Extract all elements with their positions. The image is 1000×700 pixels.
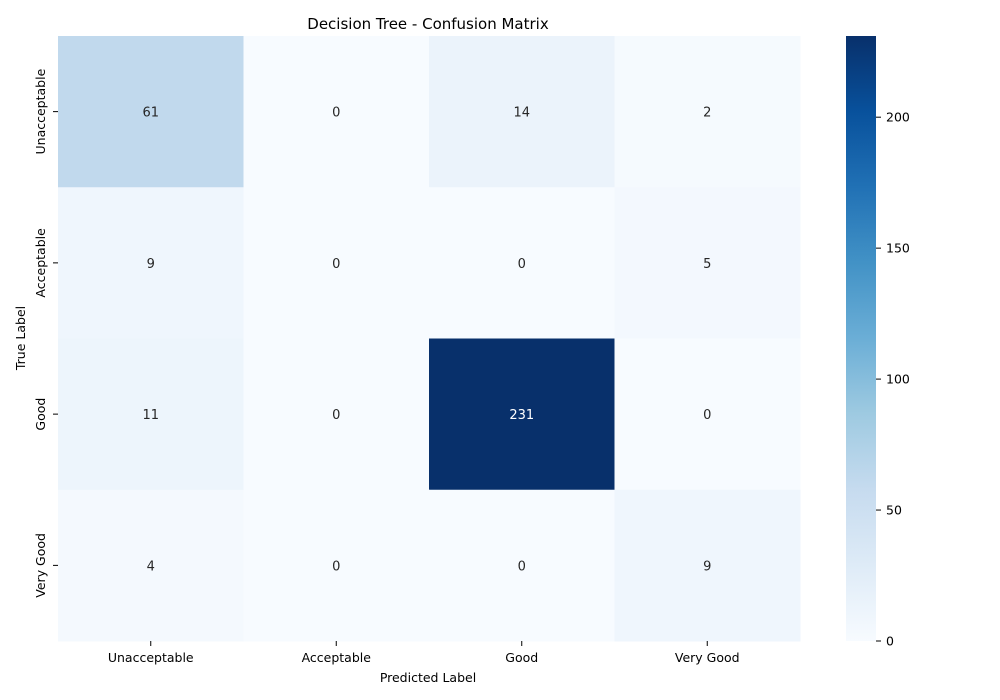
heatmap-cell <box>58 36 244 188</box>
x-axis-label: Predicted Label <box>380 670 476 685</box>
cell-value-label: 61 <box>142 106 159 121</box>
heatmap-cell <box>614 338 801 491</box>
colorbar-tick-label: 50 <box>886 503 902 518</box>
heatmap-cell <box>429 36 615 188</box>
cell-value-label: 0 <box>332 106 340 121</box>
cell-value-label: 0 <box>703 408 711 423</box>
heatmap-cell <box>614 187 801 339</box>
x-tick-label: Acceptable <box>302 650 372 665</box>
cell-value-label: 11 <box>142 408 159 423</box>
colorbar-fill <box>846 36 876 641</box>
cell-value-label: 2 <box>703 106 711 121</box>
cell-value-label: 0 <box>518 559 526 574</box>
cell-value-label: 0 <box>332 408 340 423</box>
x-axis: Unacceptable Acceptable Good Very Good <box>108 641 740 665</box>
heatmap-cell <box>614 489 801 642</box>
heatmap-cell <box>58 489 244 642</box>
heatmap-cell <box>429 187 615 339</box>
cell-value-label: 5 <box>703 257 711 272</box>
y-axis: Unacceptable Acceptable Good Very Good <box>33 68 58 598</box>
heatmap-cell <box>243 489 430 642</box>
x-tick-label: Good <box>505 650 538 665</box>
x-tick-label: Unacceptable <box>108 650 194 665</box>
heatmap-cell <box>243 36 430 188</box>
cell-value-label: 14 <box>513 106 530 121</box>
y-tick-label: Very Good <box>33 533 48 598</box>
y-tick-label: Unacceptable <box>33 68 48 154</box>
heatmap-cell <box>58 338 244 491</box>
cell-value-label: 9 <box>703 559 711 574</box>
chart-title: Decision Tree - Confusion Matrix <box>307 15 549 33</box>
colorbar-ticks: 0 50 100 150 200 <box>876 110 910 649</box>
cell-value-label: 0 <box>332 257 340 272</box>
cell-value-label: 0 <box>518 257 526 272</box>
colorbar-tick-label: 150 <box>886 241 910 256</box>
cell-value-label: 9 <box>147 257 155 272</box>
heatmap-cell <box>58 187 244 339</box>
cell-labels: 61 0 14 2 9 0 0 5 11 0 231 0 4 0 0 9 <box>142 106 711 575</box>
y-tick-label: Acceptable <box>33 228 48 298</box>
heatmap-cell <box>243 338 430 491</box>
y-axis-label: True Label <box>13 306 28 371</box>
heatmap-cells <box>58 36 801 642</box>
y-tick-label: Good <box>33 398 48 431</box>
heatmap-cell <box>429 338 615 491</box>
heatmap-cell <box>429 489 615 642</box>
x-tick-label: Very Good <box>675 650 740 665</box>
colorbar: 0 50 100 150 200 <box>846 36 910 649</box>
cell-value-label: 4 <box>147 559 155 574</box>
colorbar-tick-label: 0 <box>886 634 894 649</box>
cell-value-label: 0 <box>332 559 340 574</box>
heatmap-cell <box>243 187 430 339</box>
colorbar-tick-label: 200 <box>886 110 910 125</box>
heatmap-cell <box>614 36 801 188</box>
colorbar-tick-label: 100 <box>886 372 910 387</box>
cell-value-label: 231 <box>509 408 534 423</box>
